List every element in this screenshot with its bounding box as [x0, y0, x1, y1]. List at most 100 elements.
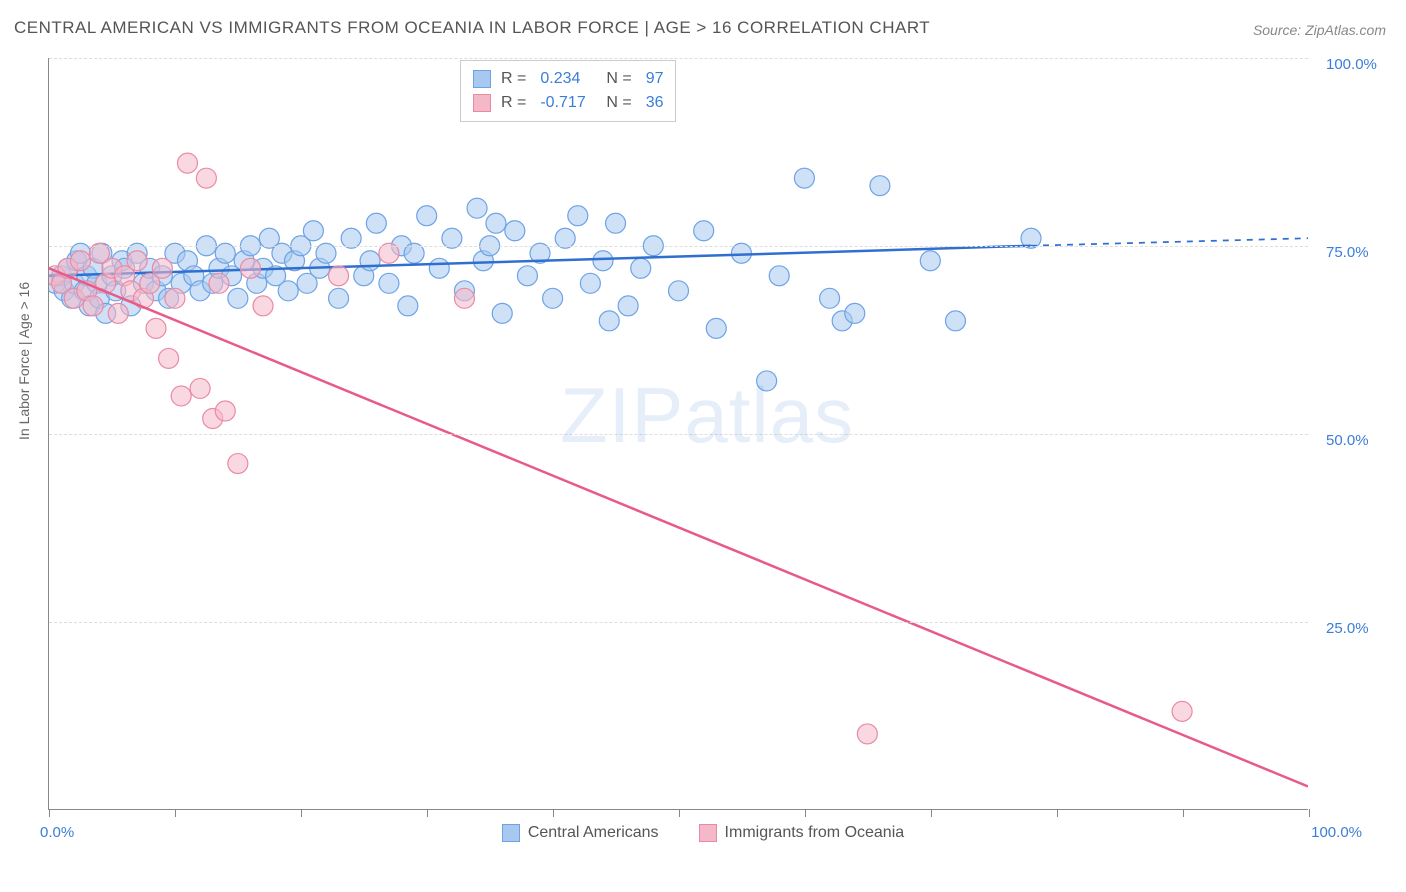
data-point	[159, 348, 179, 368]
gridline	[49, 58, 1308, 59]
data-point	[278, 281, 298, 301]
data-point	[215, 401, 235, 421]
y-tick-label: 75.0%	[1326, 244, 1369, 261]
data-point	[190, 378, 210, 398]
legend-swatch	[473, 70, 491, 88]
chart-container: CENTRAL AMERICAN VS IMMIGRANTS FROM OCEA…	[0, 0, 1406, 892]
data-point	[870, 176, 890, 196]
x-tick	[931, 809, 932, 817]
data-point	[228, 288, 248, 308]
chart-title: CENTRAL AMERICAN VS IMMIGRANTS FROM OCEA…	[14, 18, 930, 38]
data-point	[329, 266, 349, 286]
data-point	[152, 258, 172, 278]
x-tick	[553, 809, 554, 817]
data-point	[454, 288, 474, 308]
data-point	[429, 258, 449, 278]
data-point	[360, 251, 380, 271]
x-tick	[175, 809, 176, 817]
legend-label: Central Americans	[528, 824, 659, 842]
data-point	[769, 266, 789, 286]
x-max-label: 100.0%	[1311, 824, 1362, 841]
data-point	[631, 258, 651, 278]
data-point	[618, 296, 638, 316]
data-point	[794, 168, 814, 188]
data-point	[486, 213, 506, 233]
trend-line-extrapolated	[1031, 238, 1308, 246]
r-value: -0.717	[540, 91, 596, 115]
source-attribution: Source: ZipAtlas.com	[1253, 22, 1386, 38]
data-point	[543, 288, 563, 308]
data-point	[417, 206, 437, 226]
y-tick-label: 50.0%	[1326, 432, 1369, 449]
y-axis-label: In Labor Force | Age > 16	[16, 282, 32, 440]
data-point	[177, 153, 197, 173]
data-point	[366, 213, 386, 233]
legend-swatch	[699, 824, 717, 842]
r-label: R =	[501, 67, 526, 91]
r-value: 0.234	[540, 67, 596, 91]
data-point	[379, 273, 399, 293]
data-point	[606, 213, 626, 233]
n-value: 36	[646, 91, 664, 115]
n-label: N =	[606, 91, 631, 115]
data-point	[920, 251, 940, 271]
legend-label: Immigrants from Oceania	[725, 824, 905, 842]
legend-swatch	[502, 824, 520, 842]
x-tick	[49, 809, 50, 817]
data-point	[593, 251, 613, 271]
data-point	[505, 221, 525, 241]
data-point	[568, 206, 588, 226]
stats-legend-row: R = -0.717 N = 36	[473, 91, 663, 115]
x-min-label: 0.0%	[40, 824, 74, 841]
x-tick	[301, 809, 302, 817]
data-point	[599, 311, 619, 331]
trend-line	[49, 268, 1308, 786]
data-point	[196, 168, 216, 188]
x-tick	[1057, 809, 1058, 817]
data-point	[517, 266, 537, 286]
data-point	[757, 371, 777, 391]
data-point	[171, 386, 191, 406]
gridline	[49, 434, 1308, 435]
y-tick-label: 100.0%	[1326, 56, 1377, 73]
data-point	[398, 296, 418, 316]
data-point	[70, 251, 90, 271]
data-point	[240, 258, 260, 278]
data-point	[706, 318, 726, 338]
data-point	[146, 318, 166, 338]
series-legend: Central Americans Immigrants from Oceania	[0, 824, 1406, 842]
r-label: R =	[501, 91, 526, 115]
data-point	[329, 288, 349, 308]
n-label: N =	[606, 67, 631, 91]
data-point	[492, 303, 512, 323]
data-point	[127, 251, 147, 271]
y-tick-label: 25.0%	[1326, 620, 1369, 637]
data-point	[945, 311, 965, 331]
x-tick	[805, 809, 806, 817]
data-point	[83, 296, 103, 316]
x-tick	[1183, 809, 1184, 817]
legend-item: Immigrants from Oceania	[699, 824, 905, 842]
gridline	[49, 622, 1308, 623]
data-point	[108, 303, 128, 323]
n-value: 97	[646, 67, 664, 91]
x-tick	[1309, 809, 1310, 817]
data-point	[228, 454, 248, 474]
legend-item: Central Americans	[502, 824, 659, 842]
stats-legend: R = 0.234 N = 97 R = -0.717 N = 36	[460, 60, 676, 122]
legend-swatch	[473, 94, 491, 112]
x-tick	[679, 809, 680, 817]
data-point	[694, 221, 714, 241]
data-point	[165, 288, 185, 308]
plot-area	[48, 58, 1308, 810]
data-point	[303, 221, 323, 241]
data-point	[820, 288, 840, 308]
gridline	[49, 246, 1308, 247]
data-point	[857, 724, 877, 744]
x-tick	[427, 809, 428, 817]
data-point	[253, 296, 273, 316]
stats-legend-row: R = 0.234 N = 97	[473, 67, 663, 91]
data-point	[845, 303, 865, 323]
data-point	[1172, 701, 1192, 721]
data-point	[669, 281, 689, 301]
